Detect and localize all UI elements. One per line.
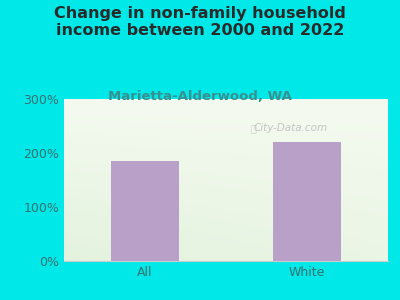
Text: Change in non-family household
income between 2000 and 2022: Change in non-family household income be… (54, 6, 346, 38)
Bar (111, 161, 179, 261)
Bar (273, 142, 341, 261)
Text: Marietta-Alderwood, WA: Marietta-Alderwood, WA (108, 90, 292, 103)
Text: 🔍: 🔍 (251, 123, 256, 133)
Text: City-Data.com: City-Data.com (254, 123, 328, 133)
